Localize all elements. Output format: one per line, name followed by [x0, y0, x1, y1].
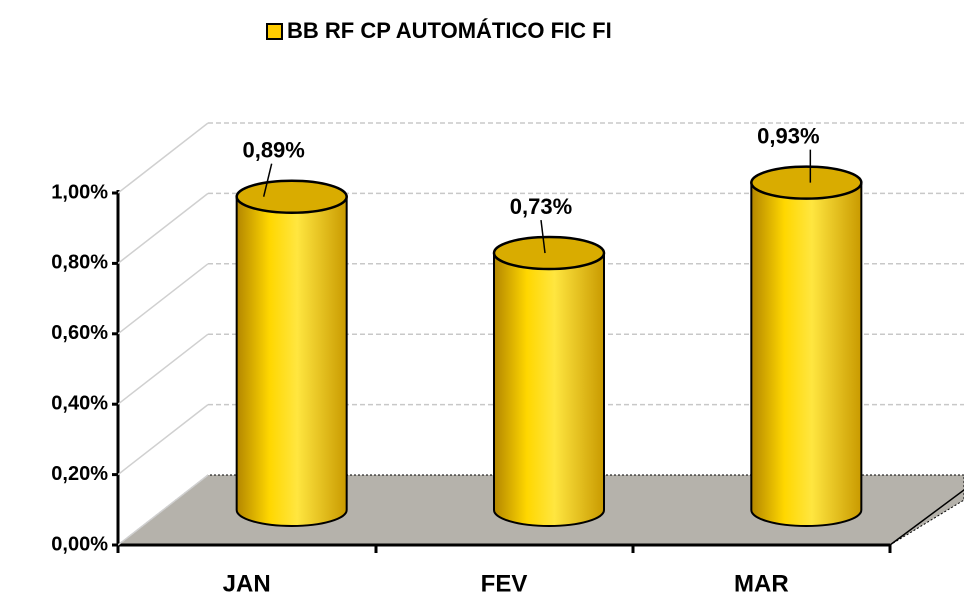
x-tick-label: MAR — [734, 570, 789, 597]
bar-body — [750, 181, 863, 527]
grid-diagonal — [117, 263, 209, 335]
bar: 0,73% — [492, 194, 606, 527]
grid-diagonal — [117, 122, 209, 194]
bar-top — [235, 179, 348, 214]
y-tick-label: 0,40% — [51, 392, 108, 414]
bar: 0,93% — [750, 123, 863, 527]
legend-swatch — [266, 23, 283, 40]
grid-diagonal — [117, 474, 209, 546]
legend-label: BB RF CP AUTOMÁTICO FIC FI — [287, 18, 612, 43]
grid-diagonal — [117, 404, 209, 476]
bar-top — [750, 165, 863, 200]
y-tick-label: 0,20% — [51, 463, 108, 485]
data-label: 0,89% — [242, 138, 304, 163]
bar-body — [235, 195, 348, 527]
x-tick-label: JAN — [223, 570, 271, 597]
legend: BB RF CP AUTOMÁTICO FIC FI — [266, 18, 612, 43]
y-tick-label: 0,60% — [51, 322, 108, 344]
bar: 0,89% — [235, 138, 348, 527]
y-tick-label: 1,00% — [51, 181, 108, 203]
floor-edge — [889, 489, 964, 546]
grid-diagonal — [117, 192, 209, 264]
data-label: 0,73% — [510, 194, 572, 219]
grid-diagonal — [117, 333, 209, 405]
bar-top — [492, 235, 606, 271]
label-leader — [262, 163, 273, 197]
label-leader — [540, 219, 546, 254]
y-tick-label: 0,00% — [51, 533, 108, 555]
data-label: 0,93% — [757, 123, 819, 148]
y-tick-label: 0,80% — [51, 252, 108, 274]
bar-body — [493, 252, 605, 527]
x-tick-label: FEV — [481, 570, 528, 597]
